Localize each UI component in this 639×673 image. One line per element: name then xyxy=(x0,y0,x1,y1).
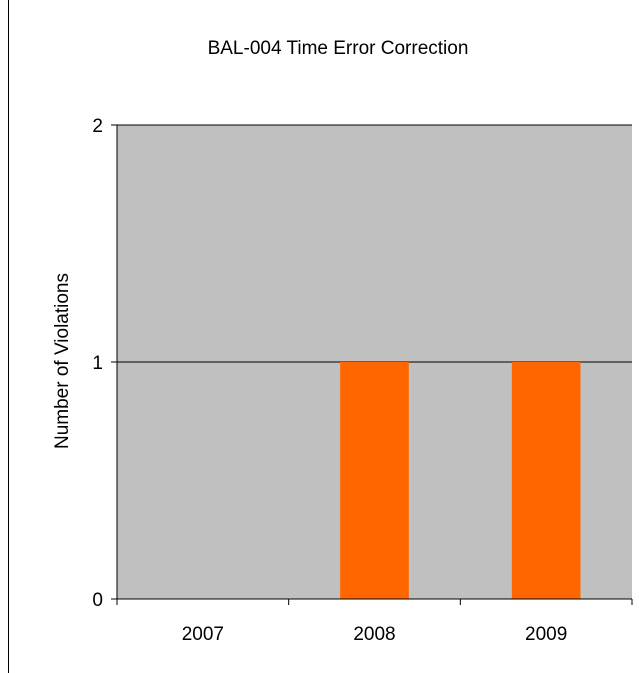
y-tick-label-1: 1 xyxy=(92,353,103,374)
y-axis-ticks: 0 1 2 xyxy=(92,116,117,611)
y-tick-label-2: 2 xyxy=(92,116,103,137)
bar-2009 xyxy=(512,362,581,599)
x-axis-ticks: 2007 2008 2009 xyxy=(117,599,632,645)
bar-2008 xyxy=(340,362,409,599)
x-tick-label-2007: 2007 xyxy=(182,624,224,645)
x-tick-label-2009: 2009 xyxy=(525,624,567,645)
x-tick-label-2008: 2008 xyxy=(353,624,395,645)
y-tick-label-0: 0 xyxy=(92,590,103,611)
chart-title: BAL-004 Time Error Correction xyxy=(208,38,469,59)
y-axis-label: Number of Violations xyxy=(52,273,73,449)
